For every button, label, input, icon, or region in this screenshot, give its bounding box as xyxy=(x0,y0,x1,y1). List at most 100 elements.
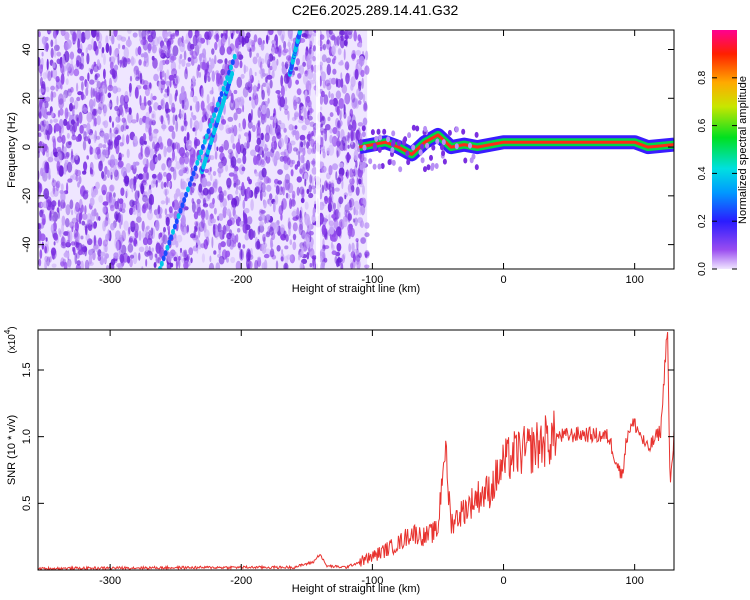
noise-speckle xyxy=(219,45,225,56)
noise-speckle xyxy=(66,39,72,49)
streak-point xyxy=(167,239,172,246)
band-speckle xyxy=(376,128,381,135)
noise-speckle xyxy=(298,108,302,120)
noise-speckle xyxy=(312,207,316,218)
noise-speckle xyxy=(261,89,265,101)
noise-speckle xyxy=(161,71,165,77)
noise-speckle xyxy=(236,97,242,103)
noise-speckle xyxy=(295,79,299,85)
noise-speckle xyxy=(230,92,234,104)
noise-speckle xyxy=(38,239,41,249)
noise-speckle xyxy=(46,256,50,267)
noise-speckle xyxy=(160,242,164,250)
noise-speckle xyxy=(346,202,350,210)
noise-speckle xyxy=(135,76,140,82)
band-speckle xyxy=(435,138,440,145)
noise-speckle xyxy=(250,44,256,53)
noise-speckle xyxy=(351,92,356,103)
colorbar-tick-label: 0.6 xyxy=(697,118,708,132)
noise-speckle xyxy=(256,155,262,166)
noise-speckle xyxy=(303,139,306,146)
noise-speckle xyxy=(113,164,117,177)
band-speckle xyxy=(402,139,407,146)
noise-speckle xyxy=(113,131,116,139)
noise-speckle xyxy=(268,65,271,77)
noise-speckle xyxy=(178,64,181,70)
noise-speckle xyxy=(303,231,307,239)
noise-speckle xyxy=(87,72,90,82)
noise-speckle xyxy=(50,70,54,78)
noise-speckle xyxy=(323,94,329,105)
noise-speckle xyxy=(332,68,337,75)
noise-speckle xyxy=(147,234,153,241)
noise-speckle xyxy=(75,136,81,142)
streak-point xyxy=(223,80,228,87)
noise-speckle xyxy=(142,80,149,86)
noise-speckle xyxy=(39,120,45,133)
noise-speckle xyxy=(148,120,153,126)
noise-speckle xyxy=(107,92,112,98)
noise-speckle xyxy=(312,158,316,168)
noise-speckle xyxy=(121,202,126,210)
noise-speckle xyxy=(252,56,258,65)
noise-speckle xyxy=(235,30,239,34)
noise-speckle xyxy=(356,259,361,269)
noise-speckle xyxy=(354,68,359,80)
noise-speckle xyxy=(319,46,323,52)
noise-speckle xyxy=(90,105,93,113)
noise-speckle xyxy=(351,53,356,60)
y-tick-label: -40 xyxy=(21,237,33,253)
noise-speckle xyxy=(230,134,235,144)
noise-speckle xyxy=(109,61,114,70)
noise-speckle xyxy=(302,73,309,86)
noise-speckle xyxy=(127,112,133,124)
streak-point xyxy=(172,223,177,230)
noise-speckle xyxy=(302,30,305,34)
noise-speckle xyxy=(178,169,184,177)
band-speckle xyxy=(390,147,395,154)
noise-speckle xyxy=(74,252,78,265)
noise-speckle xyxy=(161,163,166,171)
noise-speckle xyxy=(265,34,269,45)
noise-speckle xyxy=(355,253,360,265)
noise-speckle xyxy=(312,32,317,37)
noise-speckle xyxy=(180,110,185,120)
noise-speckle xyxy=(38,88,45,93)
noise-speckle xyxy=(199,193,203,199)
noise-speckle xyxy=(194,138,201,147)
noise-speckle xyxy=(140,39,146,46)
noise-speckle xyxy=(100,92,103,104)
noise-speckle xyxy=(44,161,49,174)
noise-speckle xyxy=(126,148,130,159)
noise-speckle xyxy=(50,85,55,91)
noise-speckle xyxy=(167,114,171,126)
noise-speckle xyxy=(346,152,350,164)
noise-speckle xyxy=(334,187,340,192)
noise-speckle xyxy=(288,124,294,131)
noise-speckle xyxy=(278,137,284,148)
noise-speckle xyxy=(209,166,212,172)
noise-speckle xyxy=(38,181,42,190)
noise-speckle xyxy=(88,253,93,265)
noise-speckle xyxy=(64,31,70,41)
x-tick-label: -300 xyxy=(99,274,121,286)
noise-speckle xyxy=(333,218,339,230)
noise-speckle xyxy=(296,207,300,217)
streak-point xyxy=(200,144,205,150)
noise-speckle xyxy=(286,55,292,61)
noise-speckle xyxy=(60,73,65,85)
noise-speckle xyxy=(222,63,228,72)
snr-marks xyxy=(38,331,674,570)
noise-speckle xyxy=(352,253,356,263)
noise-speckle xyxy=(75,201,80,213)
x-tick-label: -100 xyxy=(361,274,383,286)
noise-speckle xyxy=(97,237,103,247)
noise-speckle xyxy=(138,59,142,66)
noise-speckle xyxy=(82,140,87,151)
noise-speckle xyxy=(262,233,266,242)
noise-speckle xyxy=(271,59,278,72)
noise-speckle xyxy=(269,123,273,135)
noise-speckle xyxy=(283,262,289,269)
noise-speckle xyxy=(105,191,112,203)
noise-speckle xyxy=(43,188,50,200)
